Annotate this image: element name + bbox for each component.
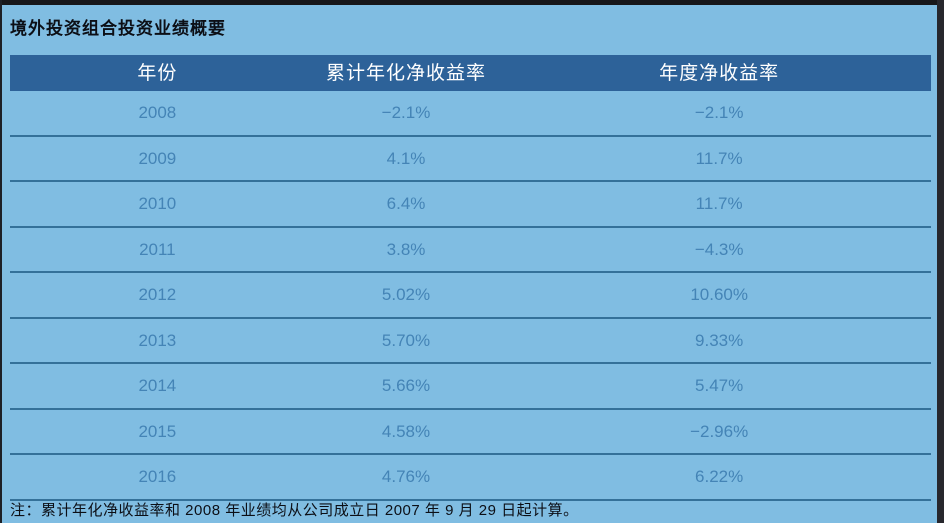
table-header-row: 年份 累计年化净收益率 年度净收益率 xyxy=(10,55,931,91)
cell-annual-net-return: 11.7% xyxy=(695,194,743,214)
performance-table: 年份 累计年化净收益率 年度净收益率 2008 −2.1% −2.1% 2009… xyxy=(10,55,931,501)
table-row: 2016 4.76% 6.22% xyxy=(10,455,931,501)
table-row: 2010 6.4% 11.7% xyxy=(10,182,931,228)
column-header-annual-net-return: 年度净收益率 xyxy=(659,62,780,84)
cell-year: 2013 xyxy=(138,330,177,350)
footnote: 注：累计年化净收益率和 2008 年业绩均从公司成立日 2007 年 9 月 2… xyxy=(10,502,579,519)
cell-year: 2009 xyxy=(138,148,177,168)
screenshot-right-edge xyxy=(937,0,944,523)
cell-cumulative-annualized-net-return: 5.66% xyxy=(381,376,431,396)
table-row: 2014 5.66% 5.47% xyxy=(10,364,931,410)
cell-annual-net-return: −2.96% xyxy=(690,421,749,441)
cell-cumulative-annualized-net-return: 4.58% xyxy=(381,421,431,441)
cell-annual-net-return: 6.22% xyxy=(695,467,744,487)
cell-cumulative-annualized-net-return: 4.1% xyxy=(386,148,426,168)
cell-annual-net-return: 9.33% xyxy=(695,330,744,350)
cell-cumulative-annualized-net-return: 3.8% xyxy=(386,239,426,259)
screenshot-left-edge xyxy=(0,0,2,523)
cell-annual-net-return: −2.1% xyxy=(694,103,744,123)
screenshot-top-edge xyxy=(0,0,944,5)
cell-year: 2011 xyxy=(139,239,176,259)
table-row: 2015 4.58% −2.96% xyxy=(10,410,931,455)
table-row: 2013 5.70% 9.33% xyxy=(10,319,931,364)
cell-cumulative-annualized-net-return: 6.4% xyxy=(386,194,426,214)
page-title: 境外投资组合投资业绩概要 xyxy=(10,19,226,38)
table-body: 2008 −2.1% −2.1% 2009 4.1% 11.7% 2010 6.… xyxy=(10,91,931,501)
cell-cumulative-annualized-net-return: −2.1% xyxy=(381,103,431,123)
cell-year: 2010 xyxy=(138,194,177,214)
cell-year: 2015 xyxy=(138,421,177,441)
cell-annual-net-return: 10.60% xyxy=(690,285,748,305)
column-header-year: 年份 xyxy=(137,62,178,84)
cell-cumulative-annualized-net-return: 5.02% xyxy=(381,285,431,305)
cell-annual-net-return: 5.47% xyxy=(695,376,744,396)
table-row: 2009 4.1% 11.7% xyxy=(10,137,931,182)
document-page: 境外投资组合投资业绩概要 年份 累计年化净收益率 年度净收益率 2008 −2.… xyxy=(2,5,937,523)
cell-year: 2016 xyxy=(138,467,177,487)
cell-annual-net-return: −4.3% xyxy=(694,239,744,259)
table-row: 2011 3.8% −4.3% xyxy=(10,228,931,273)
cell-cumulative-annualized-net-return: 5.70% xyxy=(381,330,431,350)
table-row: 2012 5.02% 10.60% xyxy=(10,273,931,319)
cell-cumulative-annualized-net-return: 4.76% xyxy=(381,467,431,487)
cell-year: 2014 xyxy=(138,376,177,396)
cell-annual-net-return: 11.7% xyxy=(695,148,743,168)
cell-year: 2012 xyxy=(138,285,177,305)
cell-year: 2008 xyxy=(138,103,177,123)
table-row: 2008 −2.1% −2.1% xyxy=(10,91,931,137)
column-header-cumulative-annualized-net-return: 累计年化净收益率 xyxy=(326,62,487,84)
